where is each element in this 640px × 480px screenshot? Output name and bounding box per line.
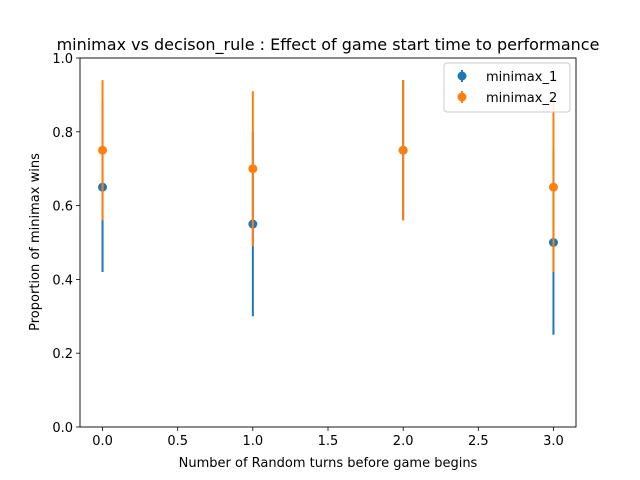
x-tick-label: 0.0: [92, 434, 113, 449]
x-axis-label: Number of Random turns before game begin…: [179, 456, 478, 471]
legend: minimax_1 minimax_2: [443, 62, 571, 113]
x-tick-label: 1.5: [318, 434, 339, 449]
y-tick-label: 0.6: [52, 200, 73, 215]
x-tick-label: 0.5: [167, 434, 188, 449]
legend-label: minimax_2: [486, 91, 557, 106]
x-tick-label: 2.5: [468, 434, 489, 449]
x-tick-label: 1.0: [243, 434, 264, 449]
data-point: [98, 145, 108, 155]
chart-title: minimax vs decison_rule : Effect of game…: [57, 35, 600, 55]
data-point: [248, 164, 258, 174]
legend-marker-swatch: [457, 71, 467, 81]
x-tick-label: 2.0: [393, 434, 414, 449]
plot-area: 0.0 0.5 1.0 1.5 2.0 2.5 3.0 0.0 0.2 0.4 0.6 0.8 1.0: [52, 52, 577, 449]
y-axis-label: Proportion of minimax wins: [28, 153, 43, 331]
legend-marker-swatch: [457, 92, 467, 102]
legend-frame: [443, 62, 571, 113]
data-point: [398, 145, 408, 155]
y-tick-label: 0.2: [52, 347, 73, 362]
y-tick-label: 0.0: [52, 421, 73, 436]
axes-frame: [79, 57, 577, 428]
legend-label: minimax_1: [486, 70, 557, 85]
y-tick-label: 0.8: [52, 126, 73, 141]
data-point: [548, 182, 558, 192]
y-tick-label: 0.4: [52, 273, 73, 288]
y-tick-label: 1.0: [52, 52, 73, 67]
x-tick-label: 3.0: [543, 434, 564, 449]
